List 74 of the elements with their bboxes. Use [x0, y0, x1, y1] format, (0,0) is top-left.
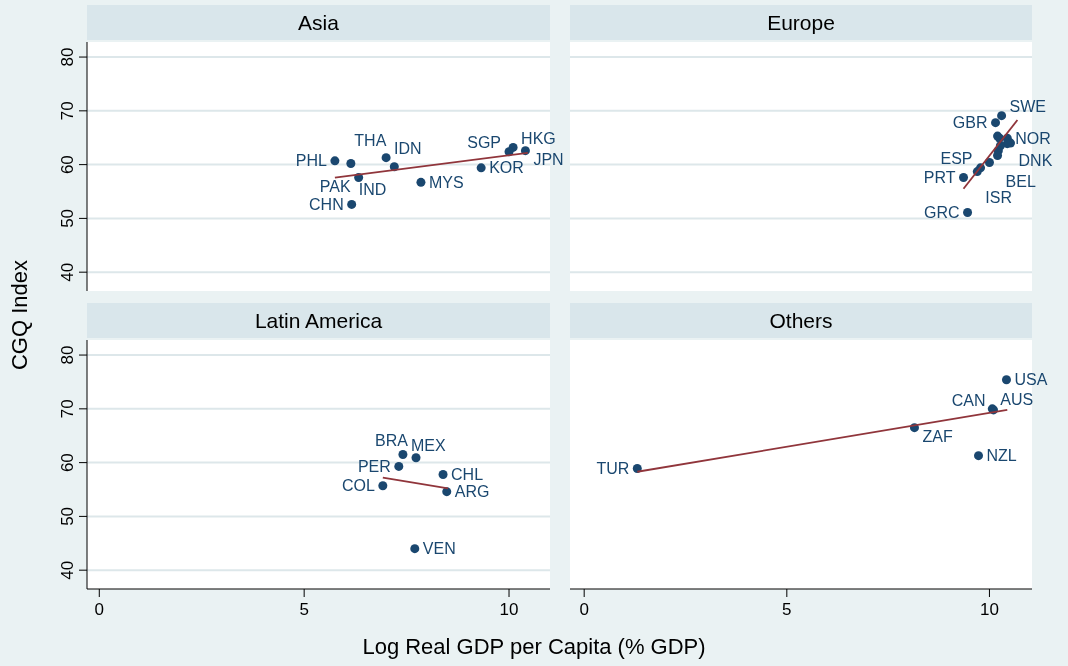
x-tick-label: 0 — [94, 600, 105, 620]
chart-title: Europe — [570, 5, 1032, 40]
point — [346, 159, 356, 169]
annotation: PRT — [923, 169, 956, 187]
y-tick-label: 70 — [58, 101, 77, 121]
annotation: USA — [1014, 371, 1048, 389]
annotation: BEL — [1005, 172, 1036, 190]
x-tick-label: 5 — [782, 600, 792, 620]
point — [416, 177, 426, 187]
y-tick-label: 50 — [58, 506, 77, 526]
point — [984, 157, 994, 167]
annotation: ESP — [940, 150, 973, 168]
annotation: DNK — [1018, 151, 1053, 169]
annotation: CHN — [309, 195, 344, 213]
annotation: AUS — [1000, 391, 1034, 409]
x-tick-label: 10 — [499, 600, 519, 620]
point — [378, 481, 388, 491]
annotation: NZL — [986, 447, 1017, 465]
annotation: COL — [341, 477, 375, 495]
annotation: ISR — [985, 189, 1012, 207]
annotation: PAK — [319, 178, 351, 196]
x-axis-title: Log Real GDP per Capita (% GDP) — [361, 634, 707, 660]
point — [330, 156, 340, 166]
y-tick-label: 80 — [58, 47, 77, 67]
point — [381, 153, 391, 163]
annotation: PER — [357, 457, 391, 475]
point — [476, 163, 486, 173]
y-tick-label: 40 — [58, 262, 77, 282]
point — [438, 469, 448, 479]
point — [963, 207, 973, 217]
y-tick-label: 60 — [58, 453, 77, 473]
annotation: GRC — [924, 203, 960, 221]
point — [398, 450, 408, 460]
point — [991, 118, 1001, 128]
point — [394, 461, 404, 471]
annotation: CHL — [451, 465, 484, 483]
y-axis-title: CGQ Index — [7, 259, 33, 371]
point — [410, 544, 420, 554]
annotation: GBR — [952, 114, 988, 132]
annotation: KOR — [489, 159, 524, 177]
point — [959, 173, 969, 183]
annotation: TUR — [596, 460, 630, 478]
x-tick-label: 0 — [579, 600, 589, 620]
y-tick-label: 70 — [58, 399, 77, 419]
annotation: VEN — [422, 540, 456, 558]
annotation: PHL — [295, 152, 327, 170]
annotation: HKG — [521, 129, 556, 147]
chart-title: Latin America — [87, 303, 550, 338]
y-tick-label: 60 — [58, 155, 77, 175]
point — [974, 451, 984, 461]
point — [411, 453, 421, 463]
chart-title: Asia — [87, 5, 550, 40]
point — [1001, 375, 1011, 385]
x-tick-label: 5 — [299, 600, 309, 620]
annotation: MEX — [410, 437, 446, 455]
annotation: SWE — [1009, 98, 1047, 116]
annotation: IND — [358, 181, 387, 199]
y-tick-label: 50 — [58, 208, 77, 228]
y-tick-label: 80 — [58, 345, 77, 365]
point — [347, 199, 357, 209]
annotation: CAN — [951, 392, 986, 410]
annotation: SGP — [467, 134, 502, 152]
chart-title: Others — [570, 303, 1032, 338]
annotation: IDN — [394, 140, 422, 158]
annotation: MYS — [428, 173, 464, 191]
y-tick-label: 40 — [58, 560, 77, 580]
annotation: BRA — [375, 432, 409, 450]
annotation: ARG — [454, 483, 490, 501]
x-tick-label: 10 — [979, 600, 999, 620]
point — [997, 111, 1007, 121]
annotation: NOR — [1015, 129, 1051, 147]
annotation: ZAF — [922, 428, 953, 446]
annotation: THA — [354, 132, 387, 150]
annotation: JPN — [533, 151, 564, 169]
